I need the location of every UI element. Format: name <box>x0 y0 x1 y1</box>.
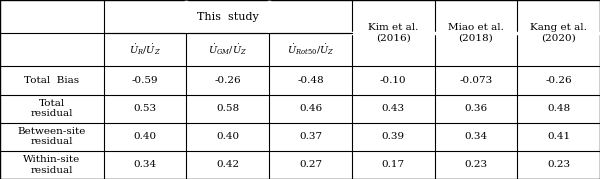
Text: 0.43: 0.43 <box>382 104 405 113</box>
Text: 0.58: 0.58 <box>216 104 239 113</box>
Text: 0.48: 0.48 <box>547 104 570 113</box>
Text: Kim et al.
(2016): Kim et al. (2016) <box>368 23 418 43</box>
Text: Kang et al.
(2020): Kang et al. (2020) <box>530 23 587 43</box>
Text: Total
residual: Total residual <box>31 99 73 118</box>
Text: 0.23: 0.23 <box>547 160 570 169</box>
Text: This  study: This study <box>197 12 259 22</box>
Text: 0.23: 0.23 <box>464 160 487 169</box>
Text: Within-site
residual: Within-site residual <box>23 155 80 175</box>
Text: 0.36: 0.36 <box>464 104 487 113</box>
Text: Miao et al.
(2018): Miao et al. (2018) <box>448 23 504 43</box>
Text: 0.34: 0.34 <box>134 160 157 169</box>
Text: 0.53: 0.53 <box>134 104 157 113</box>
Text: 0.37: 0.37 <box>299 132 322 141</box>
Text: Between-site
residual: Between-site residual <box>17 127 86 146</box>
Text: 0.46: 0.46 <box>299 104 322 113</box>
Text: -0.48: -0.48 <box>297 76 324 85</box>
Text: 0.17: 0.17 <box>382 160 405 169</box>
Text: -0.26: -0.26 <box>214 76 241 85</box>
Text: 0.40: 0.40 <box>216 132 239 141</box>
Text: $\dot{U}_{GM}/\dot{U}_Z$: $\dot{U}_{GM}/\dot{U}_Z$ <box>208 42 247 57</box>
Text: -0.10: -0.10 <box>380 76 407 85</box>
Text: $\dot{U}_R/\dot{U}_Z$: $\dot{U}_R/\dot{U}_Z$ <box>129 42 161 57</box>
Text: 0.34: 0.34 <box>464 132 487 141</box>
Text: -0.26: -0.26 <box>545 76 572 85</box>
Text: 0.40: 0.40 <box>134 132 157 141</box>
Text: 0.39: 0.39 <box>382 132 405 141</box>
Text: 0.42: 0.42 <box>216 160 239 169</box>
Text: -0.073: -0.073 <box>460 76 493 85</box>
Text: 0.27: 0.27 <box>299 160 322 169</box>
Text: 0.41: 0.41 <box>547 132 570 141</box>
Text: Total  Bias: Total Bias <box>25 76 79 85</box>
Text: -0.59: -0.59 <box>132 76 158 85</box>
Text: $\dot{U}_{Rot50}/\dot{U}_Z$: $\dot{U}_{Rot50}/\dot{U}_Z$ <box>287 42 334 57</box>
